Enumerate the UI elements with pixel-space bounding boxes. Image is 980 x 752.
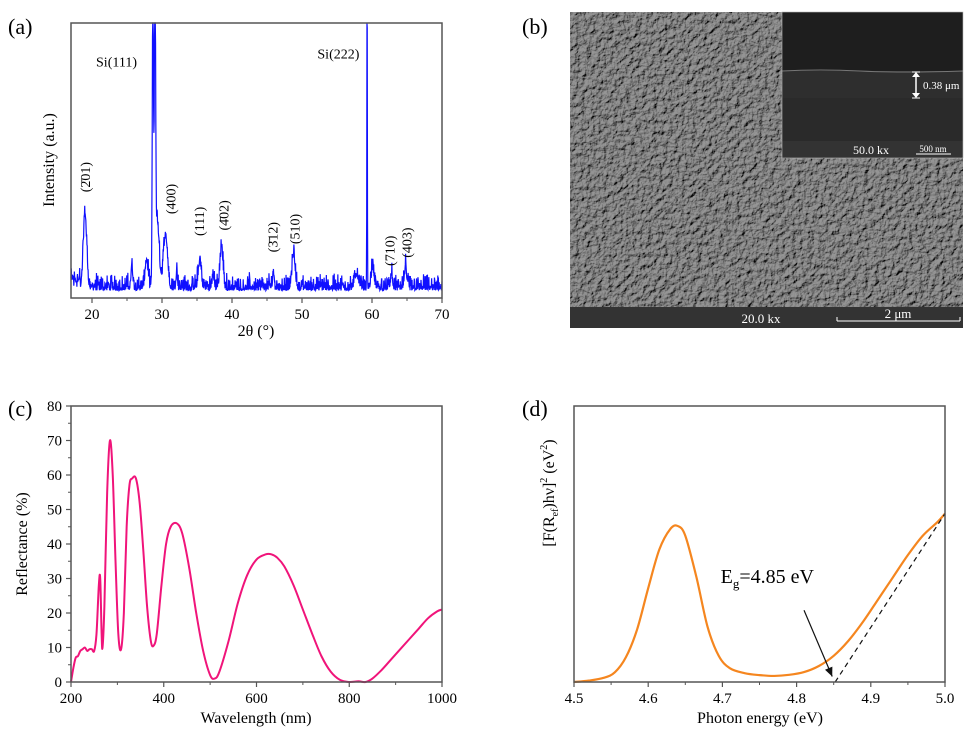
y-tick-label: 80 xyxy=(47,399,62,415)
sem-scale-label: 2 μm xyxy=(885,306,912,321)
bandgap-label: Eg=4.85 eV xyxy=(721,566,815,591)
x-tick-label: 200 xyxy=(60,691,83,707)
peak-label: (3̄12) xyxy=(267,222,282,253)
tauc-x-ticks: 4.5 4.6 4.7 4.8 4.9 5.0 xyxy=(565,682,955,707)
x-tick-label: 400 xyxy=(153,691,176,707)
reflectance-chart: 200 400 600 800 1000 0 10 20 30 40 50 60 70 80 Wavele… xyxy=(14,399,457,727)
panel-label-c: (c) xyxy=(8,396,32,421)
inset-film-edge xyxy=(781,69,964,73)
reflectance-ticks: 200 400 600 800 1000 0 10 20 30 40 50 60 70 80 xyxy=(47,399,457,707)
x-tick-label: 50 xyxy=(295,307,310,323)
xrd-x-ticks: 20 30 40 50 60 70 xyxy=(85,298,450,323)
xrd-series-line xyxy=(70,22,443,293)
reflectance-x-axis-title: Wavelength (nm) xyxy=(200,710,311,727)
linear-fit-line xyxy=(834,513,946,683)
x-tick-label: 30 xyxy=(155,307,170,323)
x-tick-label: 4.8 xyxy=(787,691,806,707)
xrd-x-axis-title: 2θ (°) xyxy=(238,323,275,340)
y-tick-label: 50 xyxy=(47,503,62,519)
peak-label: (400) xyxy=(164,183,179,214)
xrd-plot-area xyxy=(70,22,443,293)
x-tick-label: 70 xyxy=(435,307,450,323)
xrd-chart: 20 30 40 50 60 70 Si(111) Si(222) (2̄01) (400) (1… xyxy=(41,22,450,340)
y-tick-label: 0 xyxy=(55,675,63,691)
peak-label: (710) xyxy=(384,235,399,266)
sem-image: 20.0 kx 2 μm 0.38 μm 50.0 kx 500 nm xyxy=(570,11,964,328)
inset-magnification: 50.0 kx xyxy=(853,143,889,157)
y-tick-label: 20 xyxy=(47,606,62,622)
y-tick-label: 40 xyxy=(47,537,62,553)
x-tick-label: 4.7 xyxy=(713,691,732,707)
y-tick-label: 70 xyxy=(47,434,62,450)
tauc-plot-area xyxy=(573,512,946,684)
tauc-x-axis-title: Photon energy (eV) xyxy=(697,710,823,727)
panel-label-d: (d) xyxy=(522,396,548,421)
x-tick-label: 4.9 xyxy=(861,691,880,707)
bandgap-annotation: Eg=4.85 eV xyxy=(721,566,833,677)
y-tick-label: 60 xyxy=(47,468,62,484)
xrd-y-axis-title: Intensity (a.u.) xyxy=(41,113,58,207)
tauc-chart: 4.5 4.6 4.7 4.8 4.9 5.0 Photon energy (eV) [F… xyxy=(539,405,955,727)
arrow-head-icon xyxy=(825,666,833,677)
panel-label-b: (b) xyxy=(522,14,548,39)
x-tick-label: 800 xyxy=(338,691,361,707)
x-tick-label: 60 xyxy=(365,307,380,323)
x-tick-label: 4.6 xyxy=(639,691,658,707)
panel-label-a: (a) xyxy=(8,14,32,39)
peak-label: (4̄02) xyxy=(218,200,233,231)
inset-border xyxy=(781,11,964,159)
reflectance-plot-area xyxy=(70,439,443,684)
sem-magnification: 20.0 kx xyxy=(742,311,782,326)
peak-label: Si(111) xyxy=(96,56,137,71)
tauc-y-axis-title-text: [F(Ref)hν]2 (eV2) xyxy=(539,439,561,546)
thickness-arrow-up-icon xyxy=(912,72,920,77)
tauc-y-axis-title: [F(Ref)hν]2 (eV2) xyxy=(539,439,561,546)
x-tick-label: 1000 xyxy=(427,691,457,707)
peak-label: (111) xyxy=(193,206,208,236)
reflectance-y-axis-title: Reflectance (%) xyxy=(14,492,31,595)
bandgap-arrow xyxy=(803,610,833,677)
xrd-frame xyxy=(70,22,443,299)
peak-label: (403) xyxy=(400,227,415,258)
xrd-peak-labels: Si(111) Si(222) (2̄01) (400) (111) (4̄02) (3̄1… xyxy=(79,47,415,265)
x-tick-label: 600 xyxy=(245,691,268,707)
peak-label: (2̄01) xyxy=(79,162,94,193)
inset-thickness-label: 0.38 μm xyxy=(923,80,960,92)
inset-scale-label: 500 nm xyxy=(919,144,946,154)
thickness-arrow-down-icon xyxy=(912,93,920,98)
tauc-series-line xyxy=(573,512,946,684)
inset-substrate xyxy=(782,98,963,141)
sem-inset: 0.38 μm 50.0 kx 500 nm xyxy=(781,11,964,159)
x-tick-label: 5.0 xyxy=(936,691,955,707)
sem-info-bar xyxy=(570,307,963,328)
reflectance-series-line xyxy=(70,439,443,684)
y-tick-label: 30 xyxy=(47,572,62,588)
peak-label: Si(222) xyxy=(317,47,359,62)
x-tick-label: 40 xyxy=(225,307,240,323)
x-tick-label: 4.5 xyxy=(565,691,584,707)
x-tick-label: 20 xyxy=(85,307,100,323)
tauc-frame xyxy=(573,405,946,683)
peak-label: (510) xyxy=(288,213,303,244)
y-tick-label: 10 xyxy=(47,641,62,657)
